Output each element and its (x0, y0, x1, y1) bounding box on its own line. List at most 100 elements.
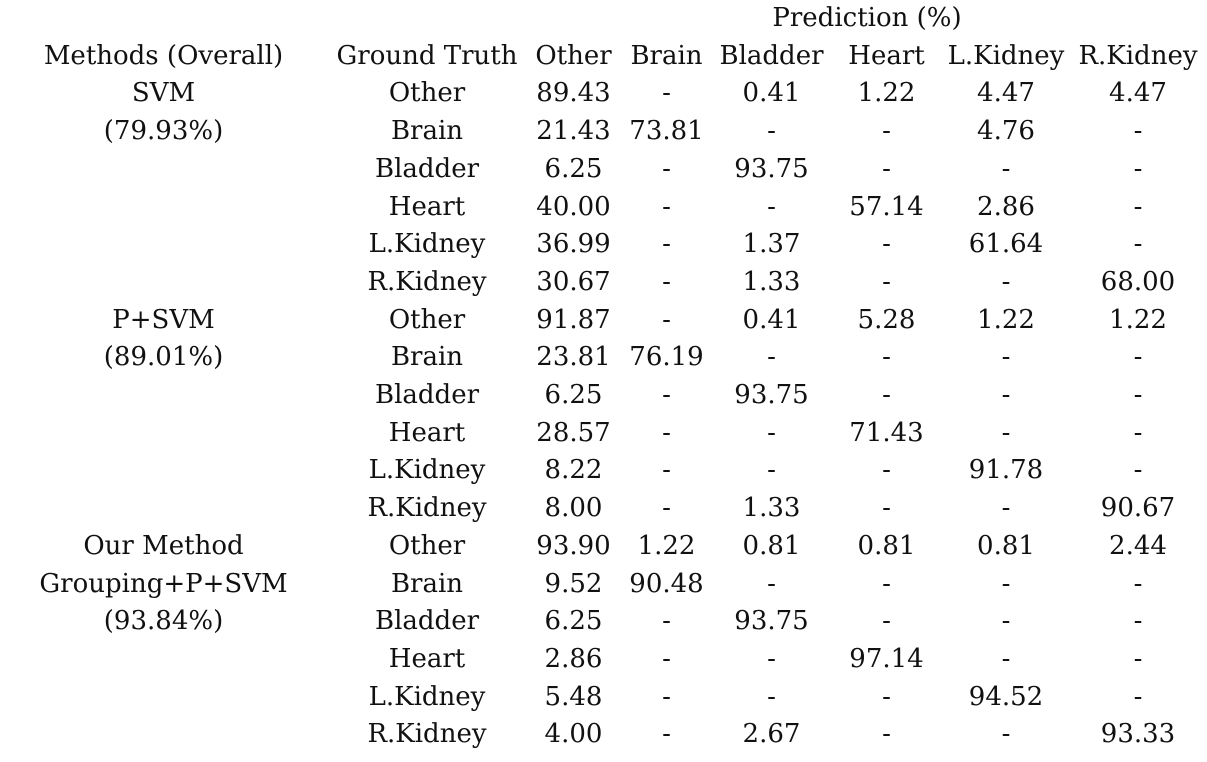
matrix-cell: 5.28 (857, 304, 916, 335)
ground-truth-label: Heart (388, 417, 466, 448)
matrix-cell: 73.81 (629, 116, 704, 147)
matrix-cell: 68.00 (1100, 266, 1176, 297)
class-header: Brain (630, 40, 703, 71)
matrix-cell: - (1001, 266, 1011, 297)
class-header: Other (535, 40, 612, 71)
ground-truth-label: Other (388, 78, 466, 109)
matrix-cell: - (767, 643, 776, 674)
method-name: Our Method (83, 530, 244, 561)
method-name: (89.01%) (103, 342, 224, 373)
matrix-cell: - (1001, 606, 1011, 637)
matrix-cell: 0.41 (742, 78, 801, 109)
matrix-cell: - (1001, 643, 1011, 674)
matrix-cell: 90.67 (1100, 493, 1176, 524)
matrix-cell: - (1133, 153, 1143, 184)
matrix-cell: 6.25 (544, 380, 603, 411)
matrix-cell: - (1001, 153, 1011, 184)
matrix-cell: 1.22 (977, 304, 1035, 335)
matrix-cell: 91.78 (968, 455, 1044, 486)
ground-truth-label: Other (388, 304, 466, 335)
matrix-cell: - (882, 342, 891, 373)
table-row: L.Kidney 8.22 - - - 91.78 - (0, 452, 1207, 490)
matrix-cell: 1.37 (742, 229, 801, 260)
matrix-cell: 2.67 (742, 719, 801, 750)
table-row: R.Kidney 4.00 - 2.67 - - 93.33 (0, 716, 1207, 754)
matrix-cell: 94.52 (968, 681, 1044, 712)
matrix-cell: 93.75 (734, 380, 809, 411)
matrix-cell: - (882, 493, 891, 524)
matrix-cell: - (1001, 719, 1011, 750)
ground-truth-label: Bladder (374, 606, 480, 637)
matrix-cell: - (662, 266, 671, 297)
table-row: L.Kidney 5.48 - - - 94.52 - (0, 679, 1207, 717)
matrix-cell: - (1133, 681, 1143, 712)
matrix-cell: 21.43 (536, 116, 611, 147)
matrix-cell: 5.48 (544, 681, 603, 712)
matrix-cell: - (1133, 191, 1143, 222)
matrix-cell: 30.67 (536, 266, 611, 297)
ground-truth-label: Brain (390, 568, 464, 599)
methods-header: Methods (Overall) (43, 40, 284, 71)
matrix-cell: - (662, 78, 671, 109)
ground-truth-label: Brain (390, 116, 464, 147)
matrix-cell: 1.22 (1109, 304, 1167, 335)
matrix-cell: - (1133, 380, 1143, 411)
table-row: L.Kidney 36.99 - 1.37 - 61.64 - (0, 226, 1207, 264)
ground-truth-label: L.Kidney (368, 681, 486, 712)
table-row: Bladder 6.25 - 93.75 - - - (0, 151, 1207, 189)
matrix-cell: 2.86 (544, 643, 603, 674)
ground-truth-label: Brain (390, 342, 464, 373)
table-row: Grouping+P+SVM Brain 9.52 90.48 - - - - (0, 566, 1207, 604)
matrix-cell: 0.81 (857, 530, 916, 561)
matrix-cell: 1.22 (637, 530, 696, 561)
ground-truth-label: Heart (388, 191, 466, 222)
matrix-cell: - (1001, 568, 1011, 599)
matrix-cell: 6.25 (544, 153, 603, 184)
table-row: R.Kidney 30.67 - 1.33 - - 68.00 (0, 264, 1207, 302)
method-name: Grouping+P+SVM (39, 568, 288, 599)
matrix-cell: - (1001, 342, 1011, 373)
column-header-row: Methods (Overall) Ground Truth Other Bra… (0, 38, 1207, 76)
matrix-cell: 4.47 (1109, 78, 1167, 109)
matrix-cell: 71.43 (849, 417, 924, 448)
matrix-cell: - (662, 304, 671, 335)
method-name: (79.93%) (103, 116, 224, 147)
matrix-cell: 61.64 (968, 229, 1044, 260)
matrix-cell: - (767, 568, 776, 599)
matrix-cell: - (662, 191, 671, 222)
matrix-cell: 4.76 (977, 116, 1035, 147)
matrix-cell: - (1133, 455, 1143, 486)
matrix-cell: - (1001, 493, 1011, 524)
matrix-cell: - (882, 568, 891, 599)
table-row: Heart 40.00 - - 57.14 2.86 - (0, 189, 1207, 227)
matrix-cell: - (1133, 342, 1143, 373)
method-name: P+SVM (112, 304, 215, 335)
matrix-cell: 8.00 (544, 493, 603, 524)
matrix-cell: 93.33 (1100, 719, 1176, 750)
matrix-cell: 91.87 (536, 304, 611, 335)
matrix-cell: 1.33 (742, 266, 801, 297)
table-row: SVM Other 89.43 - 0.41 1.22 4.47 4.47 (0, 75, 1207, 113)
ground-truth-label: R.Kidney (367, 719, 487, 750)
matrix-cell: 23.81 (536, 342, 611, 373)
matrix-cell: - (882, 380, 891, 411)
table-row: (89.01%) Brain 23.81 76.19 - - - - (0, 339, 1207, 377)
matrix-cell: - (662, 153, 671, 184)
ground-truth-label: L.Kidney (368, 229, 486, 260)
ground-truth-label: Bladder (374, 153, 480, 184)
matrix-cell: - (882, 266, 891, 297)
table-row: Heart 28.57 - - 71.43 - - (0, 415, 1207, 453)
matrix-cell: - (882, 229, 891, 260)
matrix-cell: - (882, 719, 891, 750)
method-name: (93.84%) (103, 606, 224, 637)
prediction-header: Prediction (%) (772, 3, 962, 33)
matrix-cell: - (882, 455, 891, 486)
table-row: Bladder 6.25 - 93.75 - - - (0, 377, 1207, 415)
table-row: Heart 2.86 - - 97.14 - - (0, 641, 1207, 679)
ground-truth-label: Bladder (374, 380, 480, 411)
ground-truth-label: Other (388, 530, 466, 561)
matrix-cell: - (882, 116, 891, 147)
matrix-cell: - (1133, 417, 1143, 448)
